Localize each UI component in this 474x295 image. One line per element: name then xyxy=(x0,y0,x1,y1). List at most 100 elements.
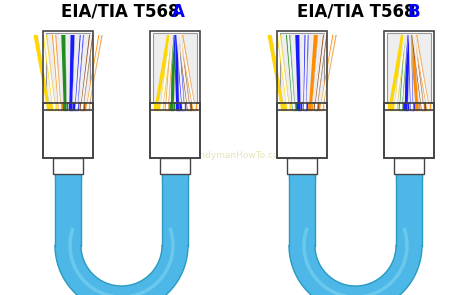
Polygon shape xyxy=(413,35,423,110)
Bar xyxy=(150,31,200,110)
Bar xyxy=(384,103,434,158)
Polygon shape xyxy=(75,35,84,110)
Polygon shape xyxy=(176,103,180,110)
Polygon shape xyxy=(69,35,75,110)
Polygon shape xyxy=(292,103,296,110)
Polygon shape xyxy=(174,35,179,110)
Polygon shape xyxy=(194,103,195,110)
Polygon shape xyxy=(288,103,289,110)
Polygon shape xyxy=(315,103,316,110)
Polygon shape xyxy=(267,35,284,110)
Polygon shape xyxy=(154,35,171,110)
Polygon shape xyxy=(154,103,158,110)
Polygon shape xyxy=(286,35,295,110)
Polygon shape xyxy=(395,35,405,110)
Polygon shape xyxy=(320,35,337,110)
Polygon shape xyxy=(161,103,162,110)
Text: EIA/TIA T568: EIA/TIA T568 xyxy=(297,3,415,21)
Polygon shape xyxy=(319,103,323,110)
Polygon shape xyxy=(303,35,309,110)
Bar xyxy=(153,33,197,111)
Polygon shape xyxy=(179,35,189,110)
Polygon shape xyxy=(303,103,307,110)
Polygon shape xyxy=(308,103,312,110)
Polygon shape xyxy=(59,103,60,110)
Polygon shape xyxy=(87,35,101,110)
Polygon shape xyxy=(420,103,425,110)
Polygon shape xyxy=(74,103,78,110)
Polygon shape xyxy=(81,103,82,110)
Polygon shape xyxy=(82,35,91,110)
Polygon shape xyxy=(58,103,62,110)
Polygon shape xyxy=(179,35,196,110)
Polygon shape xyxy=(175,35,185,110)
Polygon shape xyxy=(181,35,195,110)
Bar xyxy=(43,31,93,110)
Polygon shape xyxy=(281,103,285,110)
Polygon shape xyxy=(164,103,169,110)
Bar xyxy=(277,103,327,158)
Polygon shape xyxy=(159,103,164,110)
Polygon shape xyxy=(304,35,307,110)
Bar xyxy=(387,33,431,111)
Polygon shape xyxy=(171,35,176,110)
Bar xyxy=(150,103,200,158)
Polygon shape xyxy=(170,103,174,110)
Polygon shape xyxy=(44,35,55,110)
Bar xyxy=(46,33,90,111)
Text: HandymanHowTo.com: HandymanHowTo.com xyxy=(187,150,287,160)
Polygon shape xyxy=(399,35,409,110)
Bar xyxy=(280,33,324,111)
Polygon shape xyxy=(408,35,413,110)
Polygon shape xyxy=(415,103,419,110)
Bar xyxy=(394,158,424,174)
Polygon shape xyxy=(181,103,185,110)
Polygon shape xyxy=(43,35,56,110)
Polygon shape xyxy=(321,35,335,110)
Polygon shape xyxy=(76,35,82,110)
Polygon shape xyxy=(76,103,77,110)
Polygon shape xyxy=(80,103,84,110)
Polygon shape xyxy=(34,35,50,110)
Bar xyxy=(287,158,317,174)
Polygon shape xyxy=(166,35,173,110)
Polygon shape xyxy=(393,103,397,110)
Polygon shape xyxy=(410,35,419,110)
Bar xyxy=(43,103,93,158)
Polygon shape xyxy=(86,35,102,110)
Bar xyxy=(277,103,327,158)
Polygon shape xyxy=(426,103,430,110)
Polygon shape xyxy=(46,103,51,110)
Polygon shape xyxy=(160,35,173,110)
Polygon shape xyxy=(388,103,392,110)
Polygon shape xyxy=(401,35,407,110)
Polygon shape xyxy=(278,35,289,110)
Polygon shape xyxy=(277,35,290,110)
Polygon shape xyxy=(321,103,322,110)
Polygon shape xyxy=(309,35,318,110)
Polygon shape xyxy=(183,103,184,110)
Polygon shape xyxy=(177,35,190,110)
Polygon shape xyxy=(410,35,412,110)
Bar xyxy=(160,158,190,174)
Polygon shape xyxy=(52,103,56,110)
Polygon shape xyxy=(396,158,422,179)
Polygon shape xyxy=(405,35,410,110)
Polygon shape xyxy=(400,103,401,110)
Text: EIA/TIA T568: EIA/TIA T568 xyxy=(61,3,179,21)
Polygon shape xyxy=(166,103,167,110)
Polygon shape xyxy=(192,103,196,110)
Polygon shape xyxy=(297,103,301,110)
Polygon shape xyxy=(61,35,67,110)
Polygon shape xyxy=(85,103,89,110)
Polygon shape xyxy=(161,35,171,110)
Polygon shape xyxy=(69,103,73,110)
Polygon shape xyxy=(289,169,422,295)
Polygon shape xyxy=(188,103,189,110)
Bar xyxy=(150,103,200,158)
Polygon shape xyxy=(399,103,403,110)
Polygon shape xyxy=(415,35,428,110)
Polygon shape xyxy=(410,103,414,110)
Polygon shape xyxy=(411,35,424,110)
Bar xyxy=(384,31,434,110)
